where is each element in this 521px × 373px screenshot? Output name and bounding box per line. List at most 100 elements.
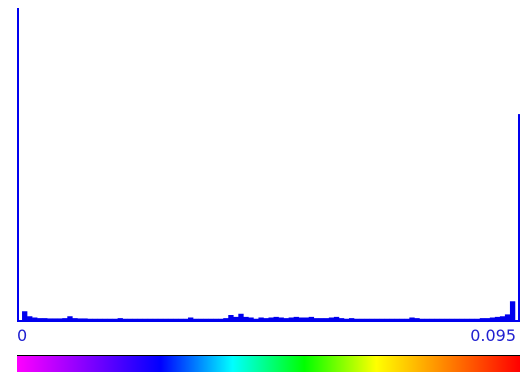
histogram-bar xyxy=(22,311,28,320)
histogram-bar xyxy=(394,318,400,320)
histogram-bar xyxy=(127,318,133,320)
histogram-bar xyxy=(328,317,335,320)
histogram-bar xyxy=(509,301,516,320)
histogram-bar xyxy=(278,317,284,320)
histogram-bar xyxy=(439,318,445,320)
histogram-bar xyxy=(464,318,470,320)
histogram-bar xyxy=(92,318,98,320)
histogram-bar xyxy=(484,318,491,320)
histogram-bar xyxy=(198,318,204,320)
histogram-bar xyxy=(147,318,154,320)
colormap-bar xyxy=(17,355,520,372)
histogram-bar xyxy=(233,316,239,320)
histogram-bar xyxy=(203,318,209,320)
histogram-bar xyxy=(429,318,435,320)
histogram-bar xyxy=(379,318,385,320)
histogram-bar xyxy=(167,318,174,320)
histogram-bar xyxy=(162,318,169,320)
histogram-bar xyxy=(177,318,184,320)
histogram-bar xyxy=(504,314,511,320)
histogram-bar xyxy=(389,318,395,320)
histogram-bar xyxy=(37,318,43,320)
histogram-bar xyxy=(308,316,315,320)
histogram-bar xyxy=(87,318,93,320)
histogram-bar xyxy=(137,318,144,320)
histogram-bar xyxy=(157,318,164,320)
histogram-bar xyxy=(499,316,506,320)
histogram-bar xyxy=(238,313,244,320)
histogram-bar xyxy=(333,316,340,320)
histogram-bar xyxy=(374,318,380,320)
histogram-bar xyxy=(188,317,194,320)
histogram-bar xyxy=(132,318,139,320)
histogram-bar xyxy=(419,318,425,320)
histogram-bar xyxy=(62,318,68,320)
histogram-bars xyxy=(17,8,520,320)
histogram-bar xyxy=(258,317,264,320)
histogram-bar xyxy=(213,318,219,320)
histogram-bar xyxy=(459,318,465,320)
histogram-bar xyxy=(494,316,501,320)
histogram-bar xyxy=(454,318,460,320)
histogram-bar xyxy=(338,318,345,320)
histogram-bar xyxy=(343,318,350,320)
histogram-bar xyxy=(348,318,355,320)
histogram-bar xyxy=(469,318,476,320)
histogram-bar xyxy=(323,318,330,320)
histogram-bar xyxy=(32,317,38,320)
histogram-bar xyxy=(72,318,78,320)
histogram-bar xyxy=(293,316,299,320)
histogram-bar xyxy=(303,317,310,320)
histogram-bar xyxy=(313,318,320,320)
histogram-bar xyxy=(122,318,128,320)
histogram-bar xyxy=(434,318,440,320)
histogram-bar xyxy=(263,318,269,320)
histogram-bar xyxy=(102,318,108,320)
histogram-bar xyxy=(518,114,520,320)
histogram-bar xyxy=(117,318,123,320)
histogram-bar xyxy=(208,318,214,320)
histogram-bar xyxy=(17,8,19,320)
histogram-bar xyxy=(52,318,58,320)
histogram-bar xyxy=(359,318,365,320)
histogram-bar xyxy=(193,318,199,320)
histogram-bar xyxy=(112,318,118,320)
histogram-bar xyxy=(414,318,420,320)
histogram-bar xyxy=(152,318,159,320)
histogram-bar xyxy=(42,318,48,320)
histogram-bar xyxy=(273,316,279,320)
histogram-bar xyxy=(57,318,63,320)
histogram-bar xyxy=(182,318,189,320)
histogram-bar xyxy=(27,316,33,320)
range-min-label: 0 xyxy=(17,326,28,345)
histogram-bar xyxy=(228,315,234,320)
histogram-bar xyxy=(223,318,229,320)
histogram-bar xyxy=(268,317,274,320)
histogram-bar xyxy=(283,318,289,320)
histogram-bar xyxy=(449,318,455,320)
histogram-bar xyxy=(77,318,83,320)
histogram-bar xyxy=(253,318,259,320)
histogram-bar xyxy=(474,318,481,320)
histogram-bar xyxy=(444,318,450,320)
histogram-bar xyxy=(288,317,294,320)
histogram-bar xyxy=(218,318,224,320)
histogram-bar xyxy=(384,318,390,320)
histogram-bar xyxy=(248,317,254,320)
histogram-bar xyxy=(82,318,88,320)
histogram-bar xyxy=(107,318,113,320)
histogram-bar xyxy=(97,318,103,320)
histogram-bar xyxy=(298,317,305,320)
histogram-bar xyxy=(47,318,53,320)
histogram-bar xyxy=(409,317,415,320)
histogram-chart xyxy=(17,8,520,322)
histogram-bar xyxy=(354,318,360,320)
histogram-bar xyxy=(364,318,370,320)
histogram-bar xyxy=(318,318,325,320)
histogram-bar xyxy=(489,317,496,320)
histogram-bar xyxy=(172,318,179,320)
range-max-label: 0.095 xyxy=(470,326,516,345)
histogram-bar xyxy=(399,318,405,320)
histogram-bar xyxy=(142,318,149,320)
